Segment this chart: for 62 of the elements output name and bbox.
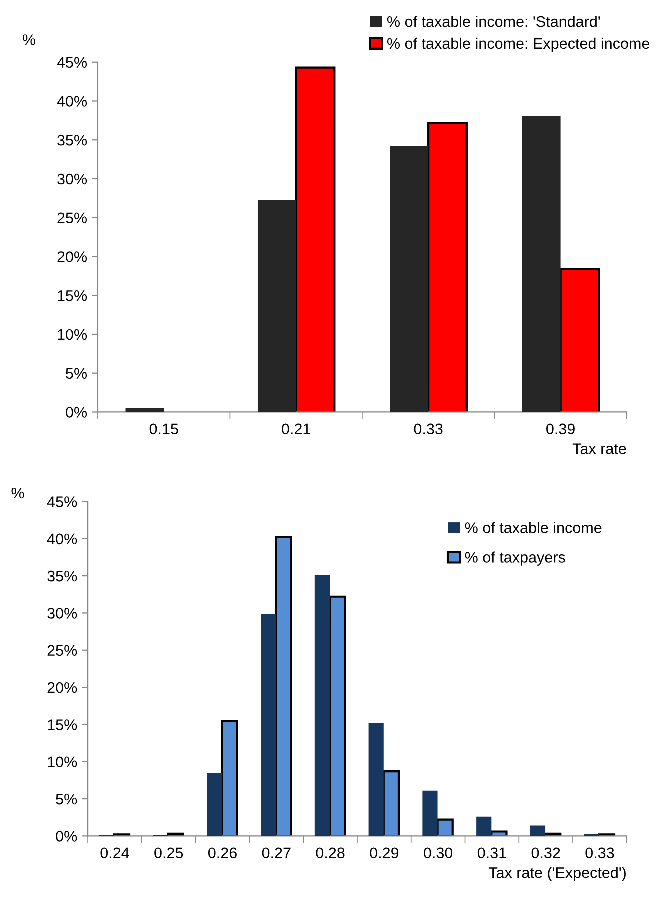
bar bbox=[522, 116, 561, 412]
y-tick-label: 35% bbox=[58, 134, 88, 146]
bar bbox=[126, 408, 164, 412]
x-axis-title: Tax rate bbox=[572, 444, 626, 454]
x-tick-label: 0.31 bbox=[478, 848, 506, 859]
bar bbox=[368, 723, 384, 836]
y-tick-label: 20% bbox=[58, 252, 88, 262]
bar bbox=[390, 146, 429, 412]
x-tick-label: 0.25 bbox=[154, 848, 184, 859]
bar bbox=[436, 818, 454, 836]
y-tick-label: 15% bbox=[48, 720, 78, 730]
bar bbox=[560, 268, 600, 412]
x-tick-label: 0.15 bbox=[150, 424, 178, 435]
bar bbox=[314, 575, 330, 836]
x-tick-label: 0.39 bbox=[546, 424, 575, 435]
y-tick-label: 40% bbox=[47, 534, 78, 545]
y-tick-label: 45% bbox=[47, 496, 78, 508]
y-tick-label: 0% bbox=[56, 831, 78, 842]
x-tick-label: 0.33 bbox=[586, 848, 614, 859]
x-tick-label: 0.21 bbox=[282, 424, 310, 435]
y-tick-label: 10% bbox=[58, 329, 88, 340]
x-tick-label: 0.28 bbox=[316, 848, 345, 859]
x-tick-label: 0.26 bbox=[208, 848, 237, 859]
y-tick-label: 5% bbox=[66, 368, 88, 380]
bar bbox=[382, 770, 400, 836]
x-tick-label: 0.32 bbox=[532, 848, 560, 859]
y-tick-label: 30% bbox=[58, 174, 88, 185]
y-tick-label: 25% bbox=[48, 645, 78, 656]
y-tick-label: 10% bbox=[48, 756, 78, 768]
x-tick-label: 0.24 bbox=[100, 848, 130, 859]
y-tick-label: 30% bbox=[48, 608, 78, 619]
legend-label: % of taxpayers bbox=[465, 552, 566, 566]
y-tick-label: 0% bbox=[66, 407, 88, 418]
bar bbox=[328, 596, 346, 836]
x-tick-label: 0.29 bbox=[370, 848, 399, 859]
x-tick-label: 0.33 bbox=[414, 424, 443, 435]
bar bbox=[530, 826, 546, 836]
x-tick-label: 0.30 bbox=[424, 848, 453, 859]
bar bbox=[422, 790, 438, 836]
bar bbox=[258, 200, 296, 412]
bar bbox=[275, 536, 292, 836]
x-tick-label: 0.27 bbox=[262, 848, 291, 859]
bar bbox=[490, 830, 508, 836]
legend-label: % of taxable income bbox=[465, 522, 602, 534]
bar bbox=[295, 66, 336, 412]
bar bbox=[207, 773, 222, 836]
y-tick-label: 35% bbox=[48, 570, 78, 582]
y-tick-label: 40% bbox=[57, 96, 88, 107]
y-axis-title: % bbox=[12, 488, 24, 499]
bar bbox=[428, 122, 468, 412]
x-axis-title: Tax rate ('Expected') bbox=[488, 867, 626, 882]
y-axis-title: % bbox=[22, 34, 36, 46]
bar bbox=[221, 720, 238, 836]
y-tick-label: 45% bbox=[57, 57, 88, 68]
bar bbox=[476, 816, 492, 836]
y-tick-label: 15% bbox=[58, 290, 88, 302]
legend-label: % of taxable income: Expected income bbox=[387, 38, 650, 52]
y-tick-label: 5% bbox=[56, 794, 78, 805]
legend-label: % of taxable income: 'Standard' bbox=[387, 16, 600, 28]
y-tick-label: 20% bbox=[48, 682, 78, 694]
y-tick-label: 25% bbox=[58, 212, 88, 224]
bar bbox=[261, 614, 276, 836]
